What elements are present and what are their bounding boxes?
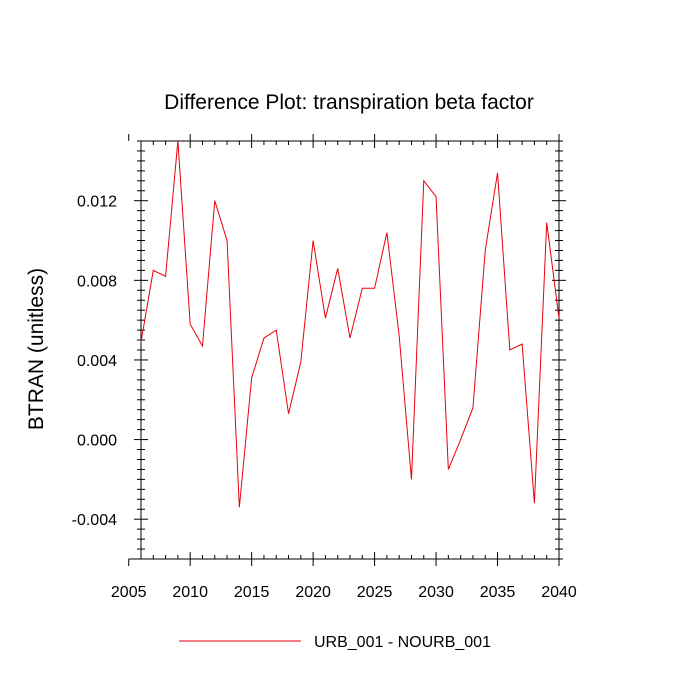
x-tick-label: 2010 [172,584,208,601]
chart-title: Difference Plot: transpiration beta fact… [164,91,534,114]
y-axis-label: BTRAN (unitless) [25,268,48,430]
y-tick-label: 0.008 [77,273,117,290]
series-group [140,140,560,508]
x-tick-label: 2015 [234,584,270,601]
y-tick-label: 0.000 [77,433,117,450]
y-tick-label: 0.004 [77,353,117,370]
x-tick-label: 2020 [295,584,331,601]
y-axis: -0.004 0.000 0.004 0.008 0.012 [72,140,566,560]
x-tick-label: 2025 [357,584,393,601]
legend: URB_001 - NOURB_001 [179,634,491,651]
x-tick-label: 2030 [418,584,454,601]
x-tick-label: 2040 [541,584,577,601]
y-tick-label: 0.012 [77,194,117,211]
plot-border [140,140,560,560]
y-tick-label: -0.004 [72,512,117,529]
x-axis: 2005 2010 2015 2020 2025 2030 2035 2040 [111,134,577,601]
legend-label: URB_001 - NOURB_001 [314,634,491,651]
plot-frame [140,140,560,560]
series-line [140,140,560,508]
x-tick-label: 2035 [480,584,516,601]
x-tick-label: 2005 [111,584,147,601]
